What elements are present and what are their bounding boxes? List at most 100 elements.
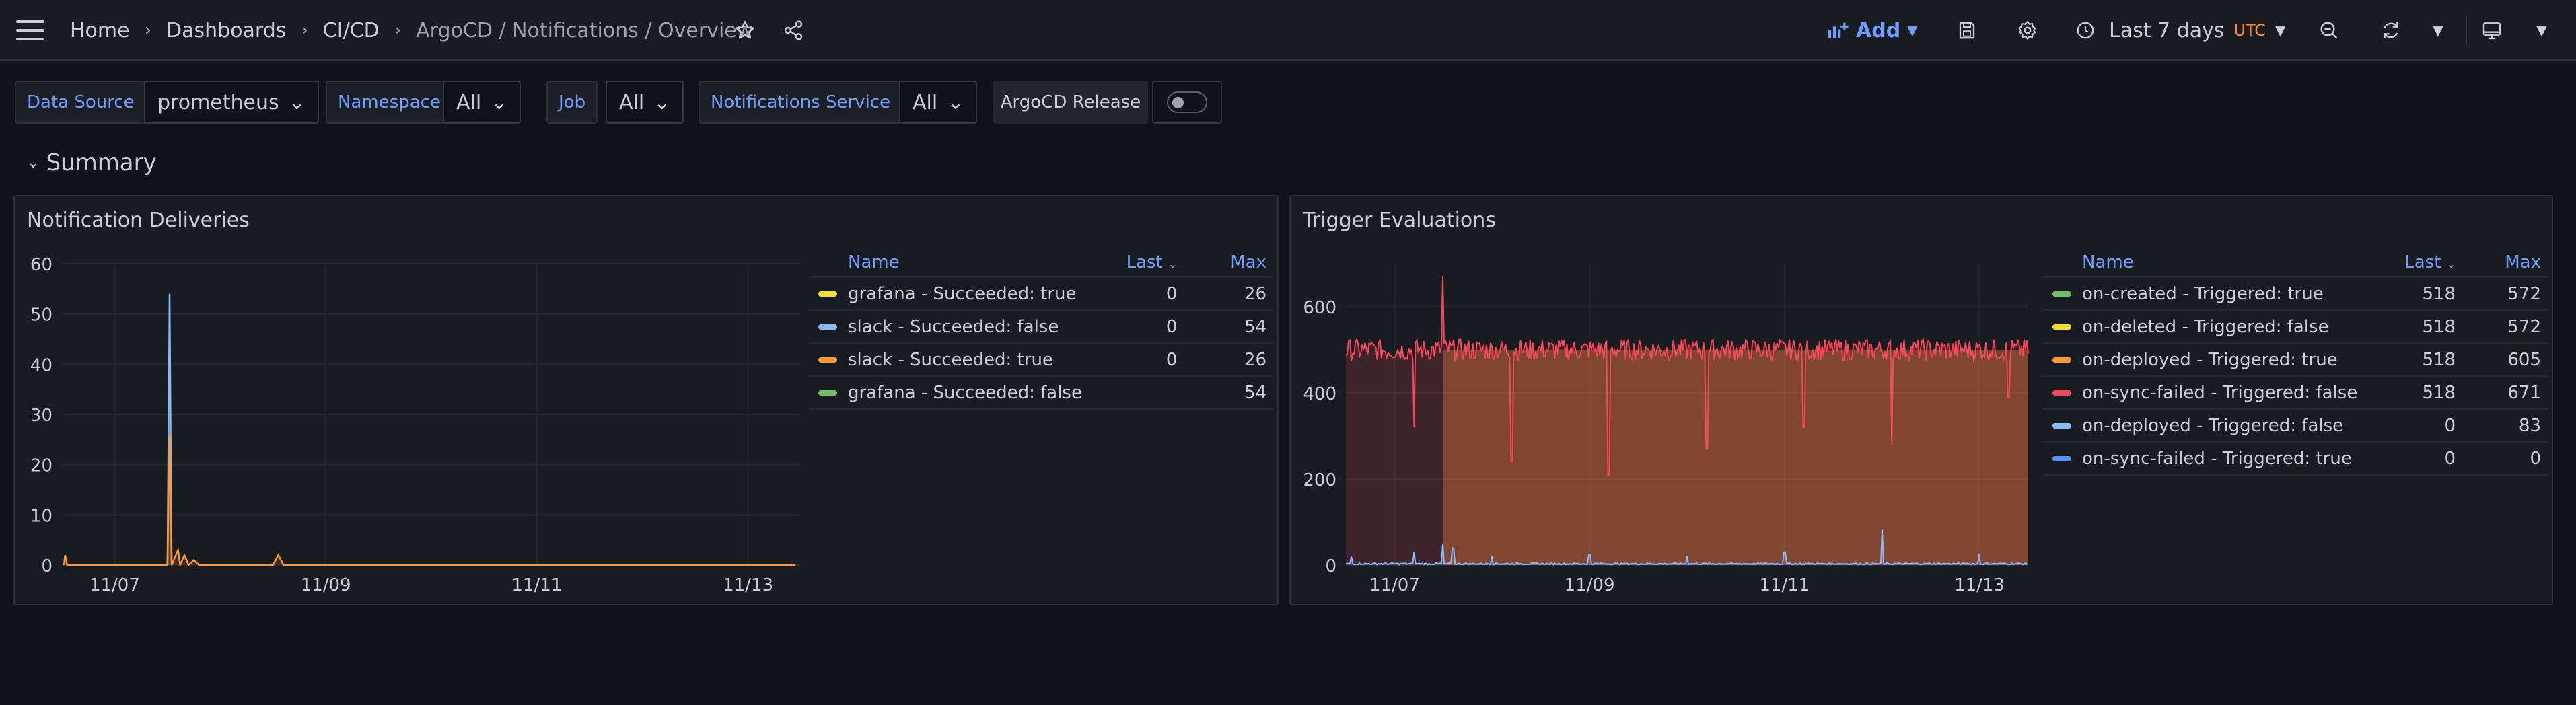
legend-header-name[interactable]: Name: [848, 252, 900, 272]
series-color-swatch: [2052, 324, 2071, 330]
chart-trigger-evaluations[interactable]: 0 200 400 600 11/07 11/09 11/11 11/13: [1291, 196, 2031, 607]
series-name: on-sync-failed - Triggered: false: [2082, 382, 2358, 403]
legend-header-max[interactable]: Max: [1230, 252, 1266, 272]
y-tick-label: 30: [30, 406, 52, 426]
chevron-down-icon: ⌄: [491, 90, 508, 114]
breadcrumb: Home › Dashboards › CI/CD › ArgoCD / Not…: [70, 0, 753, 61]
menu-icon[interactable]: [16, 20, 44, 40]
chevron-down-icon: ⌄: [27, 154, 40, 172]
argocd-release-toggle[interactable]: [1152, 81, 1222, 124]
x-tick-label: 11/13: [1954, 575, 2005, 595]
series-max: 83: [2462, 408, 2548, 442]
namespace-select[interactable]: All ⌄: [443, 81, 522, 124]
panel-title[interactable]: Trigger Evaluations: [1303, 209, 1496, 232]
series-line: [1345, 276, 2029, 476]
legend-header-name[interactable]: Name: [2082, 252, 2134, 272]
time-range-label: Last 7 days: [2109, 18, 2225, 42]
toggle-switch[interactable]: [1167, 91, 1207, 113]
share-icon[interactable]: [779, 16, 808, 44]
series-last: 518: [2364, 309, 2463, 343]
legend-row[interactable]: slack - Succeeded: true 0 26: [809, 342, 1273, 376]
legend-row[interactable]: on-created - Triggered: true 518 572: [2043, 276, 2548, 310]
legend-table: Name Last ⌄ Max on-created - Triggered: …: [2043, 248, 2548, 476]
variable-label-namespace: Namespace: [326, 81, 453, 124]
y-tick-label: 0: [1325, 556, 1336, 577]
notifications-service-select[interactable]: All ⌄: [899, 81, 978, 124]
y-tick-label: 40: [30, 355, 52, 375]
x-tick-label: 11/11: [1759, 575, 1810, 595]
chevron-right-icon: ›: [394, 20, 402, 40]
clock-icon: [2077, 22, 2094, 39]
series-color-swatch: [2052, 456, 2071, 461]
chevron-right-icon: ›: [144, 20, 151, 40]
job-select[interactable]: All ⌄: [606, 81, 684, 124]
x-tick-label: 11/09: [1565, 575, 1615, 595]
y-tick-label: 60: [30, 255, 52, 275]
tv-icon[interactable]: [2478, 16, 2506, 44]
series-name: on-deployed - Triggered: true: [2082, 349, 2338, 370]
series-name: grafana - Succeeded: false: [848, 382, 1082, 403]
save-icon[interactable]: [1953, 16, 1981, 44]
legend-row[interactable]: on-sync-failed - Triggered: true 0 0: [2043, 441, 2548, 476]
y-tick-label: 10: [30, 506, 52, 526]
legend-row[interactable]: on-deployed - Triggered: false 0 83: [2043, 408, 2548, 442]
series-area: [64, 434, 796, 565]
legend-table: Name Last ⌄ Max grafana - Succeeded: tru…: [809, 248, 1273, 410]
breadcrumb-folder[interactable]: CI/CD: [322, 18, 380, 42]
star-icon[interactable]: [731, 16, 759, 44]
x-tick-label: 11/11: [511, 575, 562, 595]
chart-notification-deliveries[interactable]: 0 10 20 30 40 50 60 11/07 11/09 11/11 11/13: [15, 196, 822, 607]
series-color-swatch: [818, 291, 837, 297]
series-color-swatch: [818, 357, 837, 363]
series-max: 572: [2462, 276, 2548, 310]
legend-header-last[interactable]: Last ⌄: [1126, 252, 1178, 272]
series-name: grafana - Succeeded: true: [848, 283, 1077, 304]
series-name: on-deployed - Triggered: false: [2082, 415, 2344, 436]
series-name: on-created - Triggered: true: [2082, 283, 2324, 304]
panel-notification-deliveries: Notification Deliveries 0 10 20 30 40 50 60 11/…: [13, 195, 1279, 605]
legend-row[interactable]: grafana - Succeeded: false 54: [809, 375, 1273, 410]
series-max: 26: [1184, 276, 1273, 310]
refresh-interval-chevron-icon[interactable]: ▼: [2433, 22, 2443, 38]
legend-row[interactable]: on-deployed - Triggered: true 518 605: [2043, 342, 2548, 376]
series-line: [63, 434, 796, 568]
refresh-icon[interactable]: [2377, 16, 2405, 44]
chevron-down-icon: ▼: [2275, 22, 2286, 38]
view-mode-chevron-icon[interactable]: ▼: [2536, 22, 2547, 38]
panel-title[interactable]: Notification Deliveries: [27, 209, 250, 232]
notifications-service-select-value: All: [913, 90, 938, 114]
x-tick-label: 11/09: [301, 575, 351, 595]
legend-row[interactable]: grafana - Succeeded: true 0 26: [809, 276, 1273, 310]
series-max: 54: [1184, 309, 1273, 343]
panel-trigger-evaluations: Trigger Evaluations 0 200 400 600 11/07 11/09…: [1289, 195, 2553, 605]
gear-icon[interactable]: [2013, 16, 2042, 44]
row-title: Summary: [46, 149, 157, 176]
time-range-picker[interactable]: Last 7 days UTC ▼: [2075, 16, 2285, 44]
series-color-swatch: [2052, 357, 2071, 363]
x-tick-label: 11/13: [723, 575, 773, 595]
series-max: 671: [2462, 375, 2548, 409]
series-color-swatch: [2052, 423, 2071, 429]
breadcrumb-dashboards[interactable]: Dashboards: [166, 18, 287, 42]
add-button[interactable]: Add ▼: [1826, 16, 1918, 44]
y-tick-label: 400: [1303, 384, 1336, 404]
series-color-swatch: [2052, 390, 2071, 396]
series-area: [1346, 276, 2028, 565]
legend-row[interactable]: slack - Succeeded: false 0 54: [809, 309, 1273, 343]
zoom-out-icon[interactable]: [2315, 16, 2343, 44]
series-color-swatch: [2052, 291, 2071, 297]
legend-header-last[interactable]: Last ⌄: [2404, 252, 2456, 272]
legend-header-max[interactable]: Max: [2505, 252, 2541, 272]
legend-row[interactable]: on-sync-failed - Triggered: false 518 67…: [2043, 375, 2548, 409]
breadcrumb-dashboard-title: ArgoCD / Notifications / Overview: [416, 18, 754, 42]
row-summary-toggle[interactable]: ⌄ Summary: [27, 148, 157, 178]
y-tick-label: 0: [41, 556, 52, 577]
series-name: on-deleted - Triggered: false: [2082, 316, 2329, 337]
y-tick-label: 200: [1303, 470, 1336, 490]
add-panel-icon: [1828, 22, 1849, 38]
series-area: [1443, 350, 2028, 565]
breadcrumb-home[interactable]: Home: [70, 18, 130, 42]
datasource-select[interactable]: prometheus ⌄: [144, 81, 319, 124]
series-last: 518: [2364, 276, 2463, 310]
legend-row[interactable]: on-deleted - Triggered: false 518 572: [2043, 309, 2548, 343]
